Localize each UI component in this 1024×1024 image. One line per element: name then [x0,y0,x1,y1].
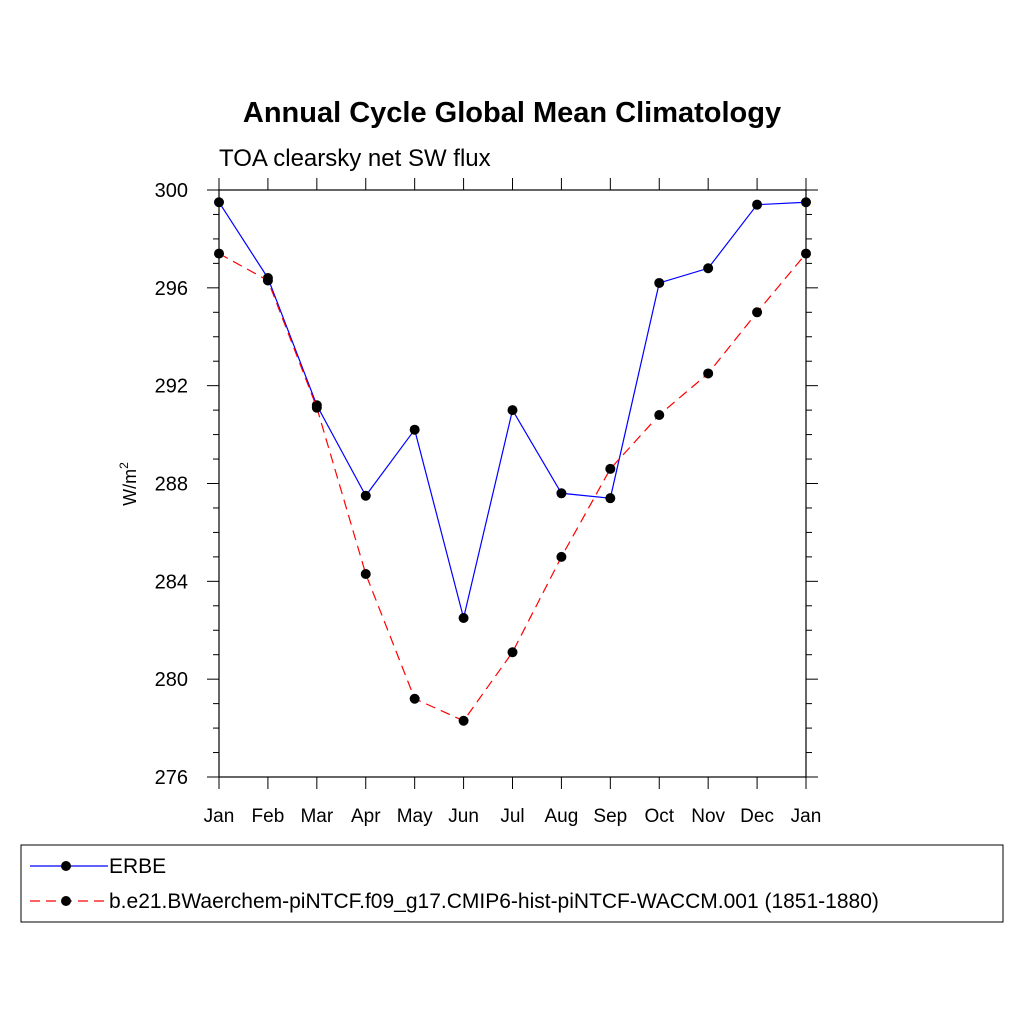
data-point [214,197,224,208]
data-point [556,551,567,562]
x-tick-label: May [397,806,433,827]
svg-text:W/m2: W/m2 [117,462,140,506]
x-tick-label: Oct [644,806,674,827]
data-point [556,488,567,499]
data-point [507,405,518,416]
data-point [605,463,616,474]
x-tick-label: Jul [500,806,524,827]
data-point [605,493,616,504]
chart-subtitle: TOA clearsky net SW flux [219,145,491,172]
legend-label: ERBE [109,855,166,878]
data-point [360,490,371,501]
chart-title: Annual Cycle Global Mean Climatology [243,97,781,129]
y-axis: 276 280 284 288 292 296 300 [155,180,818,789]
data-point [458,715,469,726]
x-axis: Jan Feb Mar Apr May Jun Jul Aug Sep Oct Nov Dec Jan [204,178,822,827]
x-tick-label: Jan [791,806,822,827]
data-point [458,613,469,624]
y-tick-label: 284 [155,571,188,593]
legend: ERBE b.e21.BWaerchem-piNTCF.f09_g17.CMIP6… [30,855,879,913]
y-axis-label: W/m2 [117,462,140,506]
x-tick-label: Jan [204,806,235,827]
data-point [752,199,763,210]
data-point [801,197,811,208]
data-point [360,568,371,579]
data-point [311,402,322,413]
data-point [801,248,811,259]
y-tick-label: 280 [155,669,188,691]
series-2 [214,248,811,726]
x-tick-label: Jun [448,806,479,827]
y-tick-label: 292 [155,376,188,398]
x-tick-label: Nov [691,806,725,827]
data-point [654,277,665,288]
y-axis-label-exponent: 2 [117,462,131,469]
x-tick-label: Apr [351,806,381,827]
data-point [752,307,763,318]
data-point [409,693,420,704]
x-tick-label: Sep [593,806,627,827]
x-tick-label: Aug [545,806,579,827]
data-point [703,263,714,274]
data-point [409,424,420,435]
y-tick-label: 288 [155,474,188,496]
series-1 [214,197,811,624]
y-axis-label-base: W/m [120,469,140,506]
y-tick-label: 300 [155,180,188,202]
x-tick-label: Feb [252,806,285,827]
legend-marker [61,861,71,871]
data-point [214,248,224,259]
data-point [703,368,714,379]
legend-label: b.e21.BWaerchem-piNTCF.f09_g17.CMIP6-his… [109,890,879,913]
legend-item: b.e21.BWaerchem-piNTCF.f09_g17.CMIP6-his… [30,890,879,913]
legend-item: ERBE [30,855,166,878]
series-layer [214,197,811,726]
data-point [654,410,665,421]
y-tick-label: 296 [155,278,188,300]
plot-frame [218,189,807,778]
x-tick-label: Dec [740,806,774,827]
data-point [507,647,518,658]
x-tick-label: Mar [300,806,333,827]
data-point [262,275,273,286]
legend-marker [61,896,71,906]
legend-box [20,844,1004,923]
y-tick-label: 276 [155,767,188,789]
